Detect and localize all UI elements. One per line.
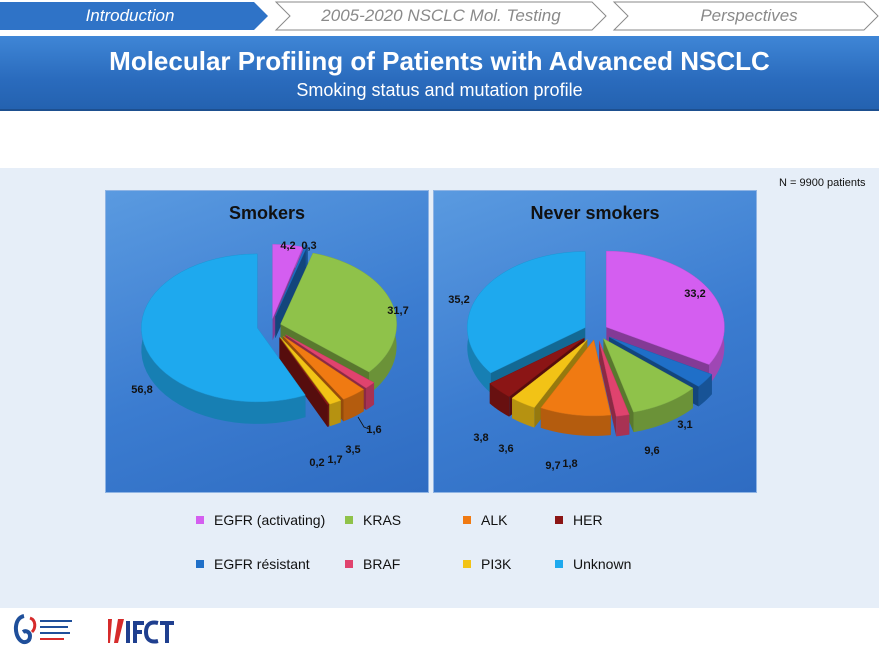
leader-line — [357, 416, 370, 430]
tab-introduction[interactable]: Introduction — [85, 6, 175, 25]
chart-title: Never smokers — [530, 203, 660, 223]
pie-slice-top — [608, 336, 713, 387]
inca-logo — [13, 614, 72, 645]
pie-slice-side — [366, 382, 375, 411]
pie-slice-wall — [599, 341, 617, 437]
pie-slice-top — [602, 338, 694, 413]
pie-slice-top — [141, 253, 306, 403]
pie-slice-top — [272, 244, 304, 319]
data-label: 4,2 — [280, 240, 295, 252]
pie-slice-top — [511, 339, 588, 408]
patient-count: N = 9900 patients — [779, 177, 866, 189]
data-label: 35,2 — [448, 294, 469, 306]
chart-title: Smokers — [228, 203, 306, 223]
pie-slice — [275, 244, 308, 339]
pie-slice-wall — [279, 337, 328, 427]
chart-panel-smokers: Smokers 4,2 0,3 31,7 1,6 3,5 1,7 0,2 56,8 — [105, 190, 429, 493]
legend-swatch — [555, 516, 563, 524]
legend-label: PI3K — [481, 556, 512, 572]
legend-swatch — [196, 560, 204, 568]
pie-slice-top — [283, 335, 365, 400]
legend-label: EGFR résistant — [214, 556, 310, 572]
data-label: 1,8 — [562, 458, 577, 470]
pie-slice — [279, 337, 329, 427]
pie-chart-smokers: 4,2 0,3 31,7 1,6 3,51,70,2 56,8 — [131, 240, 408, 469]
chart-panel-never-smokers: Never smokers 33,2 3,1 9,6 1,8 9,7 3,6 3,8 35,2 — [433, 190, 757, 493]
pie-slice-wall — [275, 245, 308, 339]
data-label: 33,2 — [684, 288, 705, 300]
legend-swatch — [463, 560, 471, 568]
legend-label: Unknown — [573, 556, 632, 572]
pie-slice-side — [305, 244, 308, 268]
legend-label: ALK — [481, 512, 508, 528]
pie-slice-top — [279, 337, 330, 406]
pie-slice-side — [327, 404, 329, 427]
data-label: 1,6 — [366, 424, 381, 436]
data-label: 9,7 — [545, 460, 560, 472]
data-label: 0,3 — [301, 240, 316, 252]
legend-label: BRAF — [363, 556, 401, 572]
data-label: 3,6 — [498, 443, 513, 455]
pie-slice-side — [616, 414, 630, 437]
pie-slice-side — [633, 388, 693, 433]
pie-slice-side — [141, 253, 306, 424]
pie-slice-top — [540, 339, 612, 417]
data-label: 3,1 — [677, 419, 692, 431]
pie-slice-side — [329, 400, 341, 427]
data-label: 1,7 — [327, 454, 342, 466]
nav-bar: Introduction 2005-2020 NSCLC Mol. Testin… — [0, 0, 879, 32]
data-label: 3,8 — [473, 432, 488, 444]
pie-slice-top — [280, 337, 342, 405]
pie-slice-side — [540, 407, 611, 436]
tab-testing[interactable]: 2005-2020 NSCLC Mol. Testing — [321, 6, 561, 25]
legend-label: EGFR (activating) — [214, 512, 326, 528]
nav-arrows — [0, 1, 879, 31]
pie-chart-never-smokers: 33,2 3,1 9,6 1,89,7 3,6 3,8 35,2 — [448, 250, 725, 472]
pie-slice-top — [467, 251, 586, 374]
legend-swatch — [345, 560, 353, 568]
pie-slice-side — [512, 398, 535, 428]
pie-slice-side — [698, 374, 712, 407]
legend-swatch — [345, 516, 353, 524]
legend-label: KRAS — [363, 512, 402, 528]
pie-slice-top — [280, 252, 397, 373]
legend-swatch — [463, 516, 471, 524]
tab-testing-shape[interactable] — [274, 1, 607, 31]
data-label: 9,6 — [644, 445, 659, 457]
page-subtitle: Smoking status and mutation profile — [296, 80, 583, 100]
pie-slice-top — [285, 334, 375, 389]
data-label: 31,7 — [387, 305, 408, 317]
legend-label: HER — [573, 512, 603, 528]
page-title: Molecular Profiling of Patients with Adv… — [109, 46, 770, 76]
ifct-logo — [104, 613, 176, 649]
pie-slice-top — [598, 341, 630, 417]
data-label: 0,2 — [309, 457, 324, 469]
tab-introduction-shape[interactable] — [0, 2, 268, 30]
pie-slice-top — [489, 337, 585, 397]
tab-perspectives[interactable]: Perspectives — [700, 6, 798, 25]
pie-slice-top — [275, 244, 309, 317]
pie-slice-side — [489, 383, 510, 417]
title-banner: Molecular Profiling of Patients with Adv… — [0, 36, 879, 111]
tab-perspectives-shape[interactable] — [612, 1, 879, 31]
legend-swatch — [555, 560, 563, 568]
legend-swatch — [196, 516, 204, 524]
data-label: 3,5 — [345, 444, 360, 456]
pie-slice-top — [606, 250, 725, 365]
data-label: 56,8 — [131, 384, 152, 396]
